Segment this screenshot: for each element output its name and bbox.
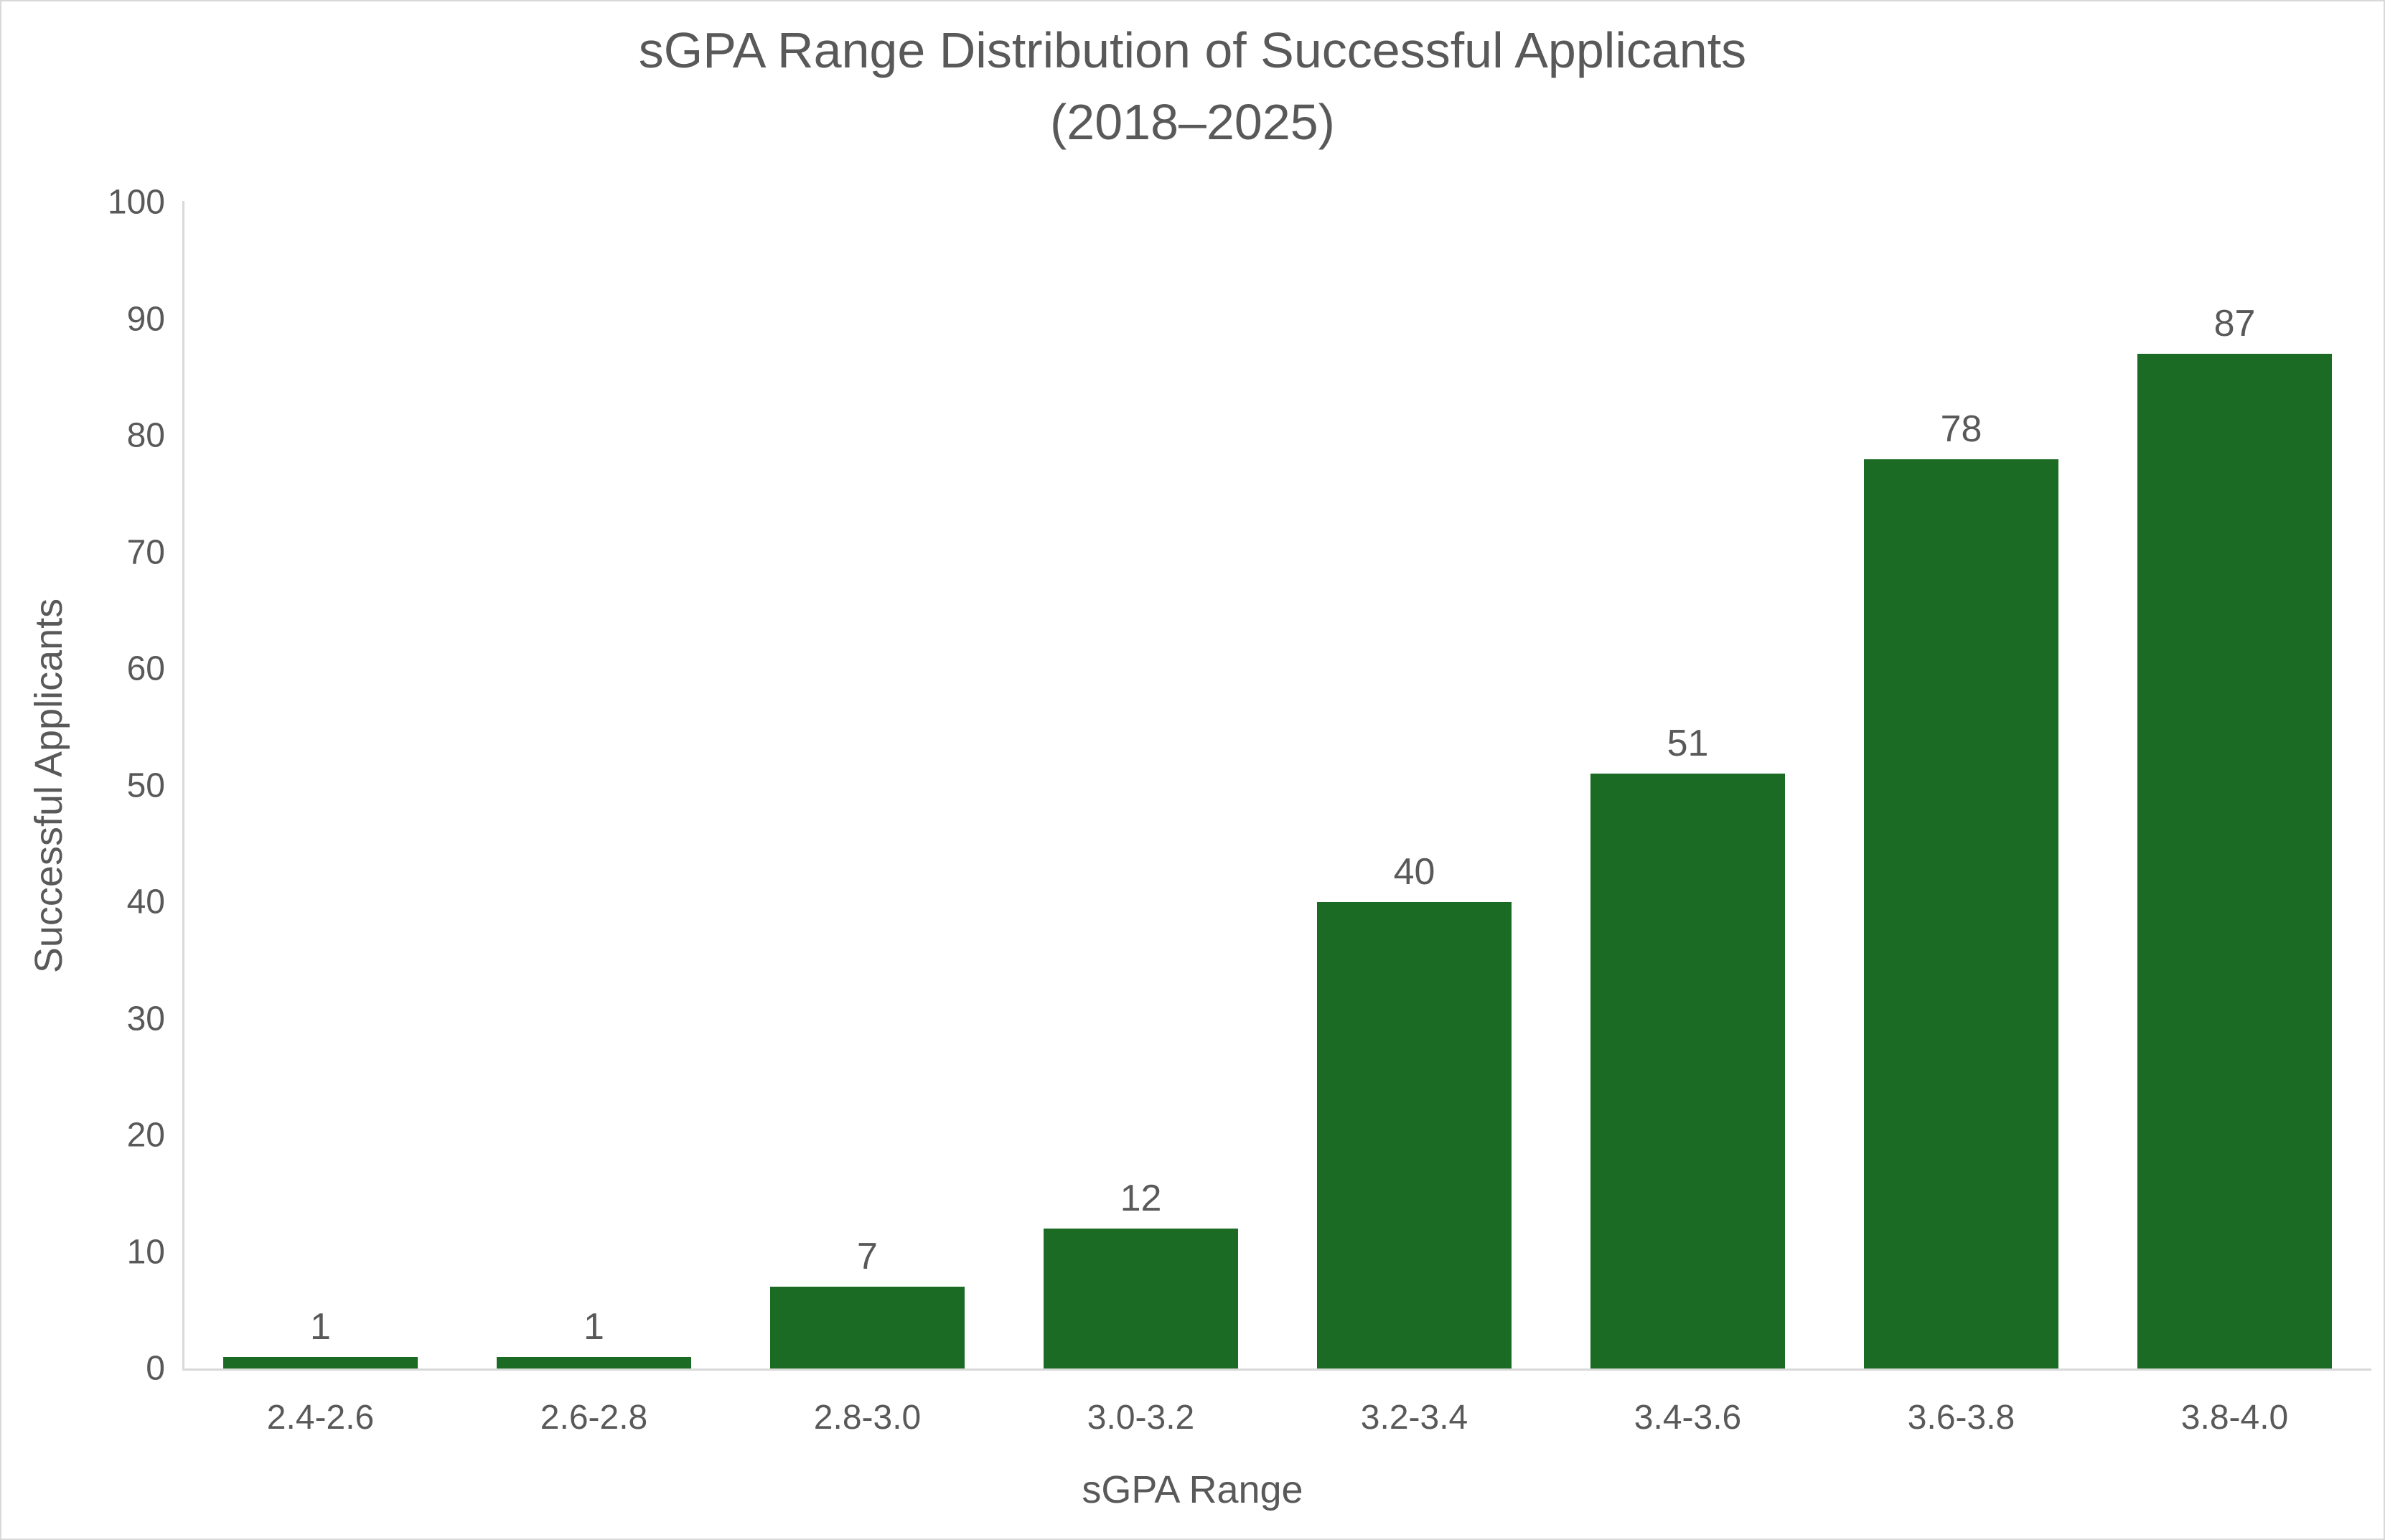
y-axis-line xyxy=(182,201,184,1371)
x-tick-label: 3.8-4.0 xyxy=(2180,1399,2289,1437)
x-tick-label: 3.2-3.4 xyxy=(1360,1399,1468,1437)
y-tick-label: 20 xyxy=(126,1116,165,1155)
data-label: 51 xyxy=(1667,723,1709,765)
y-tick-label: 100 xyxy=(107,183,165,222)
bar-3.0-3.2[interactable] xyxy=(1044,1229,1238,1368)
x-tick-label: 2.8-3.0 xyxy=(813,1399,922,1437)
y-axis-label: Successful Applicants xyxy=(27,598,70,974)
bar-2.6-2.8[interactable] xyxy=(497,1356,691,1368)
x-tick-label: 2.6-2.8 xyxy=(540,1399,648,1437)
x-tick-label: 2.4-2.6 xyxy=(266,1399,375,1437)
y-tick-label: 60 xyxy=(126,649,165,688)
y-tick-label: 30 xyxy=(126,1000,165,1038)
bar-3.2-3.4[interactable] xyxy=(1317,902,1512,1368)
x-axis-line xyxy=(182,1368,2371,1371)
data-label: 87 xyxy=(2213,303,2256,345)
data-label: 7 xyxy=(857,1236,878,1278)
x-axis-label: sGPA Range xyxy=(1082,1468,1303,1511)
chart-subtitle: (2018–2025) xyxy=(1050,94,1335,150)
y-tick-label: 70 xyxy=(126,533,165,571)
chart-title: sGPA Range Distribution of Successful Ap… xyxy=(638,22,1747,78)
data-label: 1 xyxy=(584,1305,604,1348)
x-tick-label: 3.4-3.6 xyxy=(1634,1399,1742,1437)
y-tick-label: 80 xyxy=(126,416,165,455)
bar-3.4-3.6[interactable] xyxy=(1590,774,1785,1368)
y-tick-label: 10 xyxy=(126,1233,165,1271)
data-label: 40 xyxy=(1393,851,1435,893)
x-tick-label: 3.0-3.2 xyxy=(1087,1399,1195,1437)
data-label: 78 xyxy=(1940,408,1982,450)
y-tick-label: 90 xyxy=(126,300,165,338)
y-tick-label: 50 xyxy=(126,766,165,804)
y-tick-label: 0 xyxy=(146,1349,165,1388)
y-tick-label: 40 xyxy=(126,883,165,921)
data-label: 12 xyxy=(1120,1178,1162,1219)
bar-2.8-3.0[interactable] xyxy=(770,1287,965,1368)
bar-3.8-4.0[interactable] xyxy=(2137,354,2332,1368)
x-tick-label: 3.6-3.8 xyxy=(1907,1399,2015,1437)
bar-3.6-3.8[interactable] xyxy=(1864,459,2058,1368)
bar-2.4-2.6[interactable] xyxy=(223,1356,418,1368)
data-label: 1 xyxy=(310,1305,331,1348)
